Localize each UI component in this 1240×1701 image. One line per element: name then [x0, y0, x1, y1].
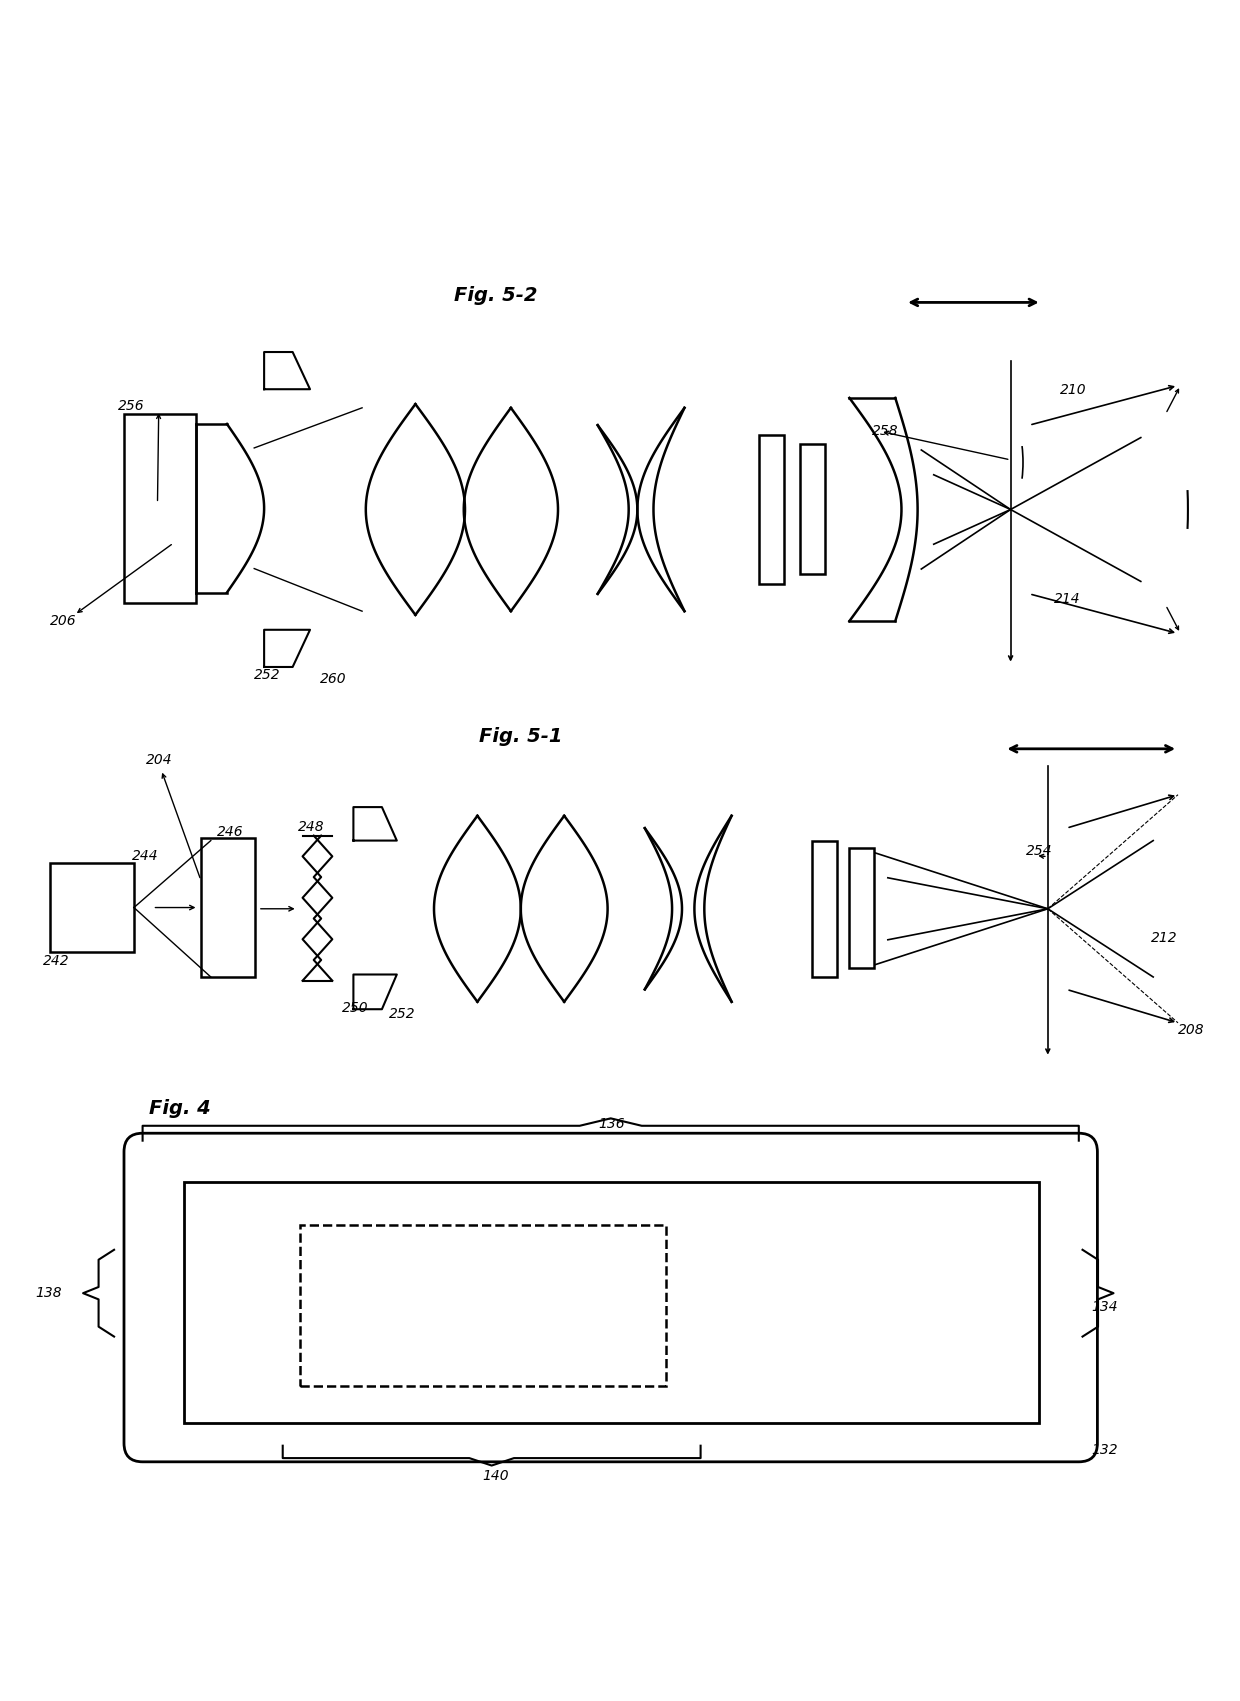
Text: 138: 138 [36, 1286, 62, 1300]
Bar [849, 849, 874, 968]
Text: 244: 244 [131, 849, 157, 864]
Text: 206: 206 [50, 614, 76, 628]
Bar [759, 435, 784, 583]
Text: Fig. 5-1: Fig. 5-1 [479, 726, 563, 745]
Polygon shape [353, 975, 397, 1009]
Text: Fig. 5-2: Fig. 5-2 [454, 286, 538, 304]
Text: 214: 214 [1054, 592, 1080, 606]
Text: 210: 210 [1060, 383, 1086, 396]
Text: 140: 140 [482, 1470, 510, 1483]
Polygon shape [264, 352, 310, 390]
Text: 252: 252 [389, 1007, 415, 1021]
Polygon shape [353, 806, 397, 840]
Bar [124, 413, 196, 602]
Bar [300, 1225, 666, 1386]
Text: 242: 242 [43, 954, 69, 968]
Text: 208: 208 [1178, 1022, 1204, 1038]
Bar [800, 444, 825, 573]
Text: 250: 250 [342, 1000, 368, 1015]
Text: 258: 258 [872, 424, 898, 439]
Text: 254: 254 [1025, 844, 1052, 859]
Text: 212: 212 [1151, 930, 1177, 946]
Bar [184, 1182, 1039, 1424]
Text: 256: 256 [118, 400, 144, 413]
Text: 260: 260 [320, 672, 346, 686]
Text: 248: 248 [298, 820, 324, 833]
Text: 246: 246 [217, 825, 243, 839]
Text: 204: 204 [146, 754, 172, 767]
FancyBboxPatch shape [124, 1133, 1097, 1461]
Text: 136: 136 [598, 1118, 625, 1131]
Text: 134: 134 [1091, 1300, 1117, 1313]
Polygon shape [264, 629, 310, 667]
Bar [50, 862, 134, 953]
Text: 132: 132 [1091, 1442, 1117, 1458]
Bar [201, 839, 255, 976]
Bar [812, 840, 837, 976]
Text: 252: 252 [254, 668, 280, 682]
Text: Fig. 4: Fig. 4 [149, 1099, 211, 1118]
